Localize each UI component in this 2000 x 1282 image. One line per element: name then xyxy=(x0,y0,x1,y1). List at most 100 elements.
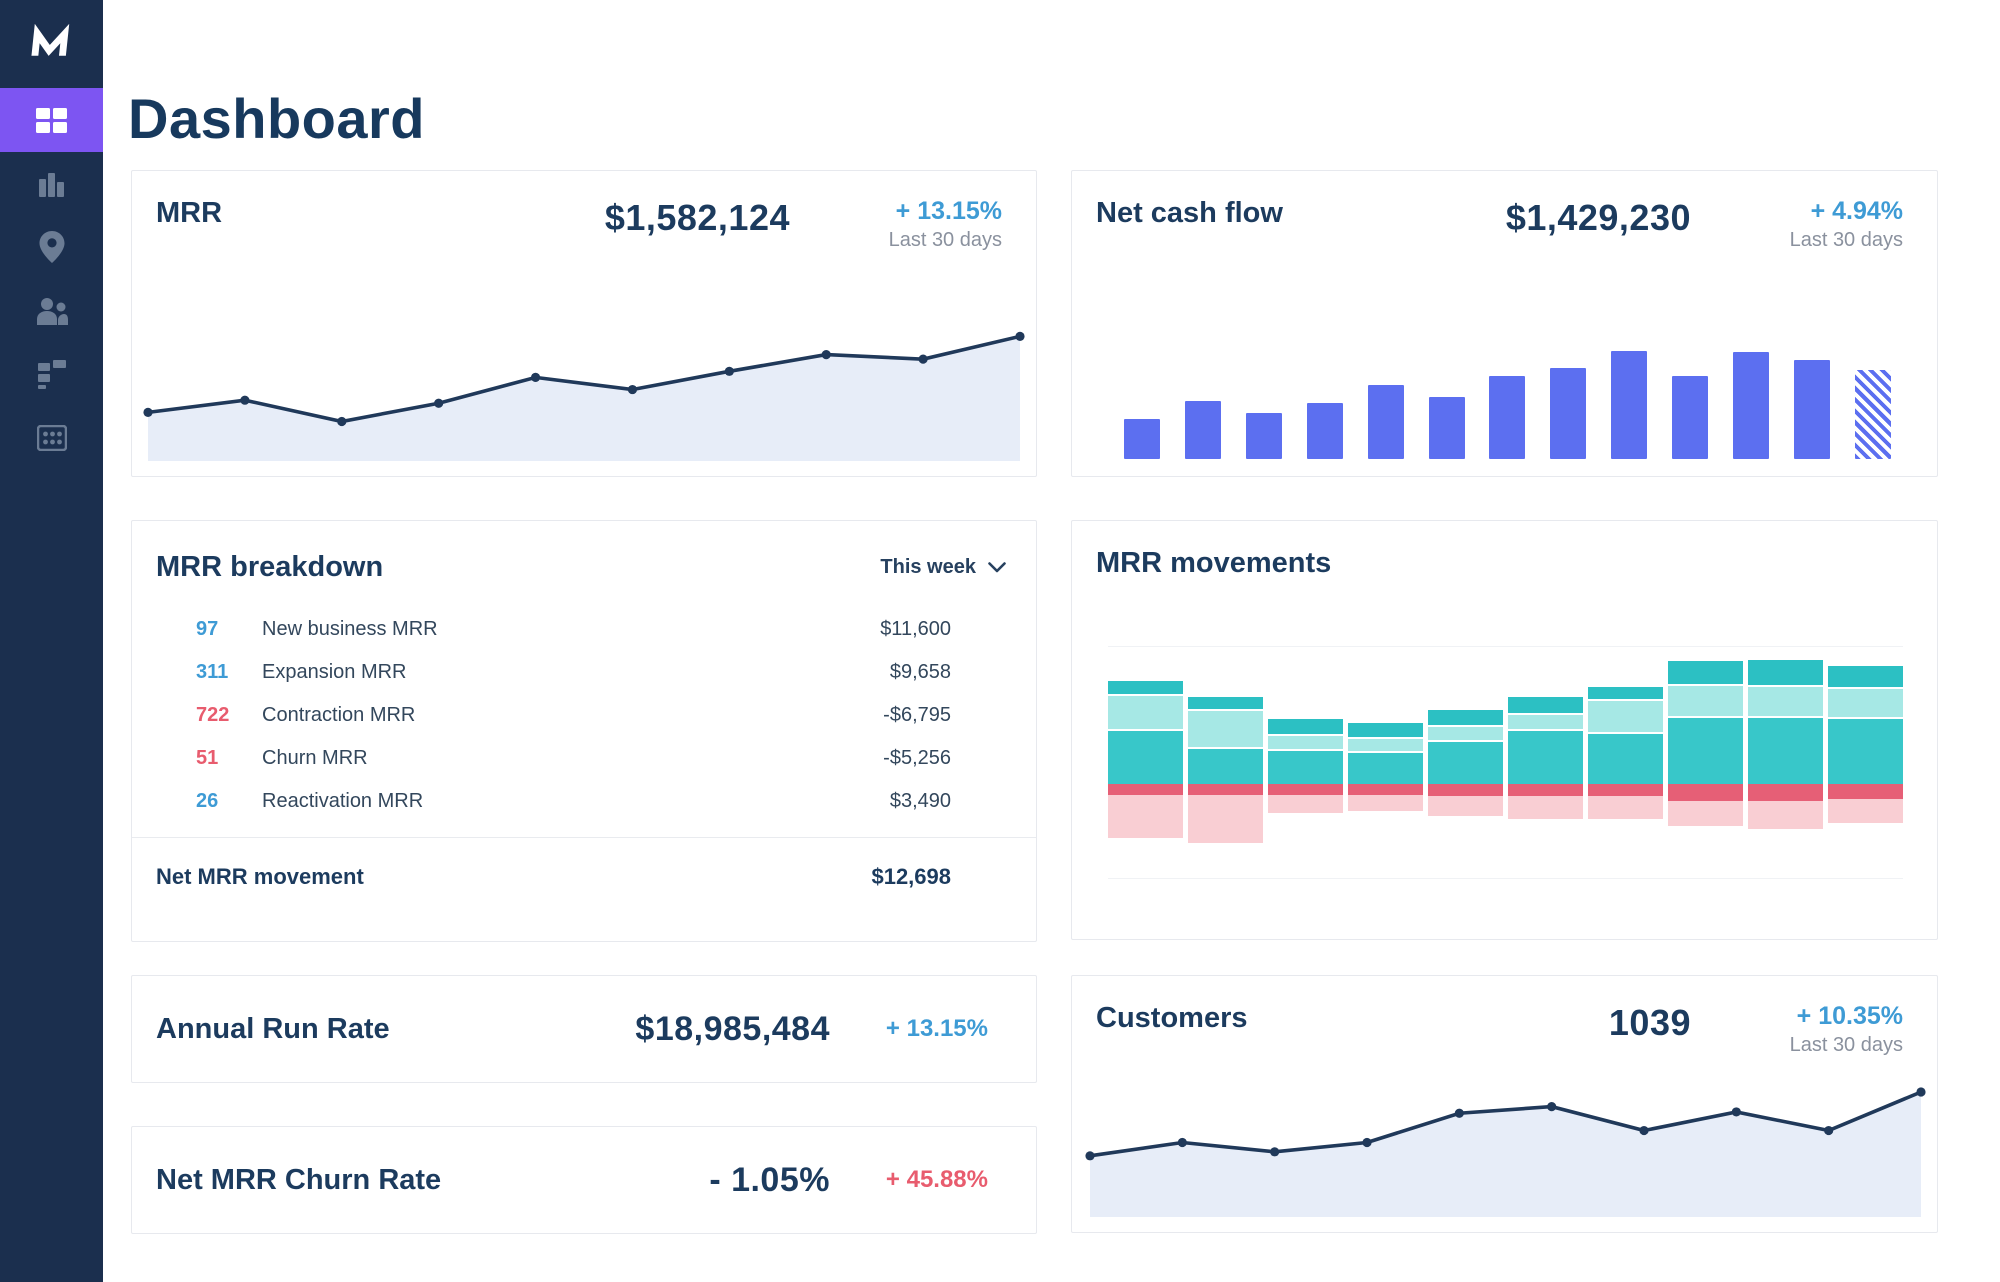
cash-flow-bar xyxy=(1489,376,1526,459)
customers-title: Customers xyxy=(1096,1002,1248,1034)
app-logo[interactable] xyxy=(0,20,103,64)
new-business-mrr-segment xyxy=(1668,718,1743,784)
people-icon xyxy=(36,297,68,325)
row-value: $11,600 xyxy=(880,618,951,640)
expansion-mrr-segment xyxy=(1588,701,1663,732)
mrr-breakdown-header: MRR breakdown This week xyxy=(132,521,1036,584)
reactivation-mrr-segment xyxy=(1668,661,1743,684)
kanban-blocks-icon xyxy=(37,359,66,389)
sidebar-item-customers[interactable] xyxy=(0,279,103,342)
mrr-movements-header: MRR movements xyxy=(1072,521,1937,580)
net-mrr-churn-change: + 45.88% xyxy=(885,1166,988,1193)
net-cash-flow-change: + 4.94% xyxy=(1810,197,1903,225)
mrr-breakdown-rows: 97 New business MRR $11,600 311 Expansion MR… xyxy=(132,608,1036,823)
reactivation-mrr-segment xyxy=(1428,710,1503,725)
row-label: New business MRR xyxy=(262,618,438,640)
contraction-mrr-segment xyxy=(1748,801,1823,829)
row-count: 51 xyxy=(196,747,219,769)
row-count: 311 xyxy=(196,661,229,683)
churn-mrr-segment xyxy=(1828,784,1903,799)
mrr-change: + 13.15% xyxy=(895,197,1002,225)
row-label: Expansion MRR xyxy=(262,661,407,683)
expansion-mrr-segment xyxy=(1508,715,1583,729)
churn-mrr-segment xyxy=(1348,784,1423,795)
mrr-movement-bar xyxy=(1188,646,1263,879)
expansion-mrr-segment xyxy=(1668,686,1743,716)
mrr-line-chart xyxy=(143,309,1025,461)
contraction-mrr-segment xyxy=(1668,801,1743,826)
contraction-mrr-segment xyxy=(1108,795,1183,838)
mrr-breakdown-row: 51 Churn MRR -$5,256 xyxy=(132,737,1036,780)
cash-flow-bar xyxy=(1124,419,1160,459)
chevron-down-icon xyxy=(988,562,1006,573)
reactivation-mrr-segment xyxy=(1108,681,1183,694)
period-dropdown[interactable]: This week xyxy=(880,556,1006,579)
new-business-mrr-segment xyxy=(1188,749,1263,784)
mrr-movement-bar xyxy=(1828,646,1903,879)
net-cash-flow-period: Last 30 days xyxy=(1789,229,1903,251)
gridline xyxy=(1108,646,1903,647)
churn-mrr-segment xyxy=(1588,784,1663,796)
sidebar-item-charts[interactable] xyxy=(0,152,103,214)
mrr-delta-block: + 13.15% Last 30 days xyxy=(842,197,1002,252)
row-count: 26 xyxy=(196,790,219,812)
customers-header: Customers 1039 + 10.35% Last 30 days xyxy=(1072,976,1937,1057)
churn-mrr-segment xyxy=(1748,784,1823,801)
gridline xyxy=(1108,878,1903,879)
contraction-mrr-segment xyxy=(1588,796,1663,819)
reactivation-mrr-segment xyxy=(1348,723,1423,737)
customers-line-chart xyxy=(1085,1084,1926,1217)
cash-flow-bar xyxy=(1306,403,1343,459)
sidebar-item-cohorts[interactable] xyxy=(0,405,103,471)
net-cash-flow-bar-chart xyxy=(1124,351,1891,459)
expansion-mrr-segment xyxy=(1188,711,1263,747)
reactivation-mrr-segment xyxy=(1588,687,1663,699)
sidebar-item-locations[interactable] xyxy=(0,214,103,279)
cash-flow-bar xyxy=(1184,401,1221,459)
contraction-mrr-segment xyxy=(1348,795,1423,811)
mrr-movements-card: MRR movements xyxy=(1071,520,1938,940)
mrr-breakdown-row: 311 Expansion MRR $9,658 xyxy=(132,651,1036,694)
reactivation-mrr-segment xyxy=(1748,660,1823,685)
map-pin-icon xyxy=(39,230,64,263)
net-mrr-churn-card: Net MRR Churn Rate - 1.05% + 45.88% xyxy=(131,1126,1037,1234)
row-count: 97 xyxy=(196,618,219,640)
churn-mrr-segment xyxy=(1108,784,1183,795)
expansion-mrr-segment xyxy=(1828,689,1903,717)
net-cash-flow-card: Net cash flow $1,429,230 + 4.94% Last 30… xyxy=(1071,170,1938,477)
churn-mrr-segment xyxy=(1508,784,1583,796)
contraction-mrr-segment xyxy=(1268,795,1343,813)
cash-flow-bar xyxy=(1733,352,1770,459)
sidebar-item-boards[interactable] xyxy=(0,342,103,405)
new-business-mrr-segment xyxy=(1508,731,1583,784)
new-business-mrr-segment xyxy=(1348,753,1423,784)
page-title: Dashboard xyxy=(128,86,425,150)
contraction-mrr-segment xyxy=(1828,799,1903,823)
net-mrr-churn-row: Net MRR Churn Rate - 1.05% + 45.88% xyxy=(132,1127,1036,1233)
customers-value: 1039 xyxy=(1608,1002,1691,1043)
cash-flow-bar xyxy=(1550,368,1587,459)
sidebar-item-dashboard[interactable] xyxy=(0,88,103,152)
churn-mrr-segment xyxy=(1268,784,1343,795)
annual-run-rate-title: Annual Run Rate xyxy=(156,1012,390,1045)
net-cash-flow-header: Net cash flow $1,429,230 + 4.94% Last 30… xyxy=(1072,171,1937,252)
annual-run-rate-change: + 13.15% xyxy=(885,1015,988,1042)
customers-period: Last 30 days xyxy=(1789,1034,1903,1056)
expansion-mrr-segment xyxy=(1748,687,1823,716)
mrr-breakdown-row: 722 Contraction MRR -$6,795 xyxy=(132,694,1036,737)
contraction-mrr-segment xyxy=(1508,796,1583,819)
mrr-title: MRR xyxy=(156,197,223,229)
cash-flow-bar xyxy=(1854,370,1891,459)
row-label: Churn MRR xyxy=(262,747,368,769)
reactivation-mrr-segment xyxy=(1828,666,1903,687)
contraction-mrr-segment xyxy=(1428,796,1503,816)
dashboard-grid-icon xyxy=(36,107,67,133)
cash-flow-bar xyxy=(1793,360,1830,459)
mrr-movement-bar xyxy=(1748,646,1823,879)
logo-m-icon xyxy=(30,24,69,56)
mrr-breakdown-card: MRR breakdown This week 97 New business M… xyxy=(131,520,1037,942)
annual-run-rate-value: $18,985,484 xyxy=(635,1009,830,1048)
mrr-breakdown-row: 97 New business MRR $11,600 xyxy=(132,608,1036,651)
mrr-movements-stacked-chart xyxy=(1108,646,1903,879)
